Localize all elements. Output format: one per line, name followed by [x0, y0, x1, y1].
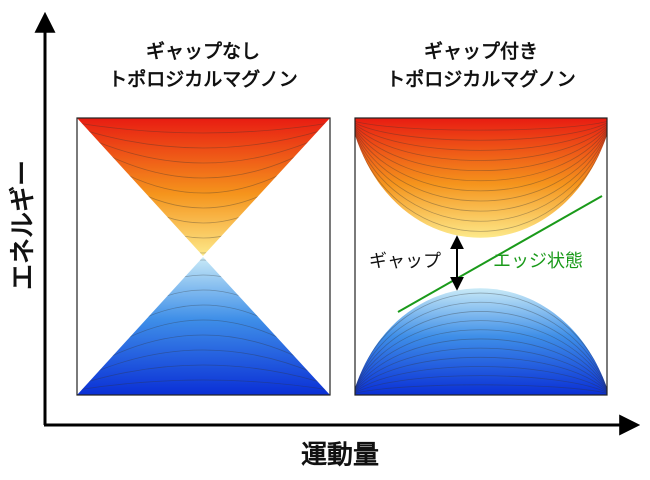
contour-line [355, 131, 607, 202]
edge-state-line [397, 195, 603, 313]
contour-line [355, 130, 607, 192]
contour-line [355, 347, 607, 391]
contour-line [355, 127, 607, 172]
panel-gapless [76, 117, 331, 396]
contour-line [77, 379, 330, 391]
panel-frame [354, 117, 608, 396]
panel-frame [76, 117, 331, 396]
contour-line [355, 122, 607, 141]
panel-title: トポロジカルマグノン [386, 68, 576, 91]
gap-label: ギャップ [369, 251, 441, 272]
contour-line [355, 133, 607, 212]
contour-line [77, 127, 330, 149]
contour-line [355, 375, 607, 393]
contour-line [355, 134, 607, 222]
y-axis-label: エネルギー [9, 160, 39, 290]
contour-line [355, 366, 607, 393]
contour-line [355, 338, 607, 391]
upper-band [355, 118, 607, 238]
contour-line [355, 302, 607, 388]
contour-line [355, 124, 607, 151]
contour-line [355, 125, 607, 161]
contour-line [355, 329, 607, 390]
panel-title: トポロジカルマグノン [108, 68, 298, 91]
contour-line [355, 311, 607, 388]
upper-band [77, 118, 330, 256]
lower-band [355, 288, 607, 395]
contour-line [77, 349, 330, 381]
contour-line [355, 320, 607, 389]
contour-line [355, 121, 607, 131]
contour-line [355, 357, 607, 392]
contour-line [77, 364, 330, 386]
contour-line [77, 122, 330, 134]
contour-line [77, 132, 330, 164]
contour-line [355, 136, 607, 232]
contour-line [355, 292, 607, 387]
x-axis-label: 運動量 [301, 441, 379, 471]
lower-band [77, 257, 330, 395]
contour-line [355, 128, 607, 182]
panel-gapped: ギャップ エッジ状態 [354, 117, 608, 396]
panel-title: ギャップなし [146, 40, 260, 63]
edge-label: エッジ状態 [493, 251, 583, 272]
contour-line [355, 384, 607, 394]
panel-title: ギャップ付き [424, 40, 538, 63]
